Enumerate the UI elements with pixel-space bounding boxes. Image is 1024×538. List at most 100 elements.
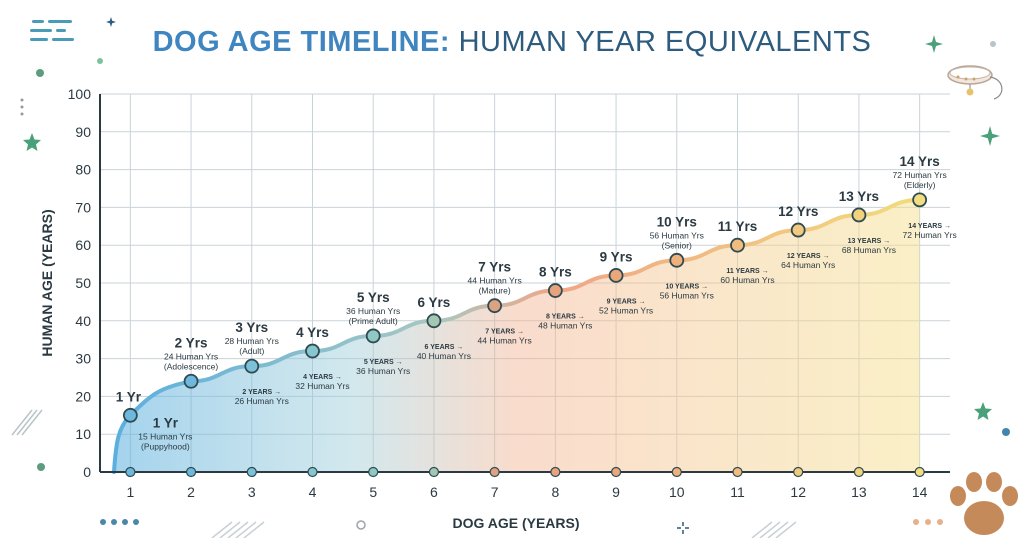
y-tick-label: 10 <box>75 426 91 442</box>
point-detail-label: (Adult) <box>239 346 264 356</box>
data-point <box>487 298 503 314</box>
x-tick-label: 14 <box>912 484 928 500</box>
sparkle-icon <box>677 522 689 534</box>
point-detail-label: 28 Human Yrs <box>225 336 279 346</box>
decor-dot <box>990 41 996 47</box>
point-title-label: 12 Yrs <box>778 204 818 219</box>
x-tick-label: 4 <box>309 484 317 500</box>
point-detail-label: 72 Human Yrs <box>893 170 947 180</box>
baseline-marker <box>914 466 925 478</box>
point-below-label: 6 YEARS → <box>425 344 464 351</box>
point-annotation-title: 1 Yr <box>153 415 179 430</box>
baseline-marker <box>307 466 318 478</box>
sparkle-icon <box>925 35 943 53</box>
point-below-label: 14 YEARS → <box>908 223 951 230</box>
point-detail-label: (Elderly) <box>904 180 936 190</box>
sparkle-icon <box>106 17 116 27</box>
decor-dot <box>97 58 103 64</box>
point-below-detail: 32 Human Yrs <box>295 381 349 391</box>
baseline-marker <box>428 466 440 478</box>
chart-title-part2: HUMAN YEAR EQUIVALENTS <box>458 26 872 58</box>
data-point <box>730 237 745 253</box>
point-below-label: 9 YEARS → <box>607 298 646 305</box>
point-below-detail: 68 Human Yrs <box>842 245 896 255</box>
x-tick-label: 6 <box>430 484 438 500</box>
x-tick-label: 9 <box>612 484 620 500</box>
point-title-label: 7 Yrs <box>478 260 511 275</box>
y-tick-label: 90 <box>75 124 91 140</box>
star-icon <box>974 402 992 420</box>
baseline-marker <box>550 466 561 478</box>
point-annotation-detail: 15 Human Yrs <box>138 431 192 441</box>
data-point <box>305 343 320 359</box>
y-tick-label: 70 <box>75 199 91 215</box>
point-below-label: 7 YEARS → <box>485 329 524 336</box>
decor-dashes-topleft <box>30 20 74 41</box>
x-tick-label: 5 <box>369 484 377 500</box>
x-axis-label: DOG AGE (YEARS) <box>452 515 579 531</box>
point-below-label: 5 YEARS → <box>364 359 403 366</box>
area-fill <box>114 199 920 472</box>
x-tick-label: 12 <box>790 484 806 500</box>
x-tick-label: 7 <box>491 484 499 500</box>
point-below-label: 12 YEARS → <box>787 253 830 260</box>
x-tick-label: 13 <box>851 484 867 500</box>
dog-collar-icon <box>947 65 1003 100</box>
point-below-detail: 56 Human Yrs <box>660 290 714 300</box>
point-below-label: 13 YEARS → <box>848 238 891 245</box>
point-title-label: 5 Yrs <box>357 290 390 305</box>
point-title-label: 6 Yrs <box>418 295 451 310</box>
point-title-label: 13 Yrs <box>839 189 879 204</box>
point-detail-label: 44 Human Yrs <box>468 276 522 286</box>
point-below-label: 10 YEARS → <box>665 283 708 290</box>
point-below-detail: 40 Human Yrs <box>417 351 471 361</box>
point-detail-label: (Prime Adult) <box>349 316 398 326</box>
point-below-label: 4 YEARS → <box>303 374 342 381</box>
point-title-label: 2 Yrs <box>175 335 208 350</box>
point-below-detail: 36 Human Yrs <box>356 366 410 376</box>
data-point <box>608 268 624 283</box>
point-detail-label: 36 Human Yrs <box>346 306 400 316</box>
point-below-label: 2 YEARS → <box>242 389 281 396</box>
data-point <box>183 373 199 389</box>
x-tick-label: 2 <box>187 484 195 500</box>
decor-dots-bottom <box>100 519 139 525</box>
baseline-markers <box>125 466 925 478</box>
x-tick-label: 3 <box>248 484 256 500</box>
point-title-label: 14 Yrs <box>899 154 939 169</box>
x-tick-label: 11 <box>730 484 745 500</box>
point-below-detail: 64 Human Yrs <box>781 260 835 270</box>
point-detail-label: (Adolescence) <box>164 361 219 371</box>
star-icon <box>23 133 41 151</box>
point-detail-label: 56 Human Yrs <box>650 230 704 240</box>
data-point <box>426 313 442 329</box>
data-point <box>669 252 685 268</box>
x-tick-label: 8 <box>551 484 559 500</box>
point-below-detail: 60 Human Yrs <box>720 275 774 285</box>
decor-dot <box>37 463 45 471</box>
point-detail-label: (Mature) <box>479 286 511 296</box>
y-axis-label: HUMAN AGE (YEARS) <box>39 209 55 356</box>
baseline-marker <box>185 466 197 478</box>
y-tick-label: 0 <box>83 464 91 480</box>
data-point <box>244 358 260 374</box>
point-title-label: 3 Yrs <box>235 320 268 335</box>
axes <box>99 94 950 473</box>
y-tick-label: 80 <box>75 162 91 178</box>
data-points <box>122 192 928 423</box>
point-below-detail: 72 Human Yrs <box>903 230 957 240</box>
point-title-label: 10 Yrs <box>657 214 697 229</box>
data-point <box>547 283 563 298</box>
data-point <box>122 407 138 423</box>
point-below-detail: 44 Human Yrs <box>478 336 532 346</box>
baseline-marker <box>853 466 865 478</box>
point-below-label: 8 YEARS → <box>546 314 585 321</box>
baseline-marker <box>368 466 379 478</box>
point-annotation-detail: (Puppyhood) <box>141 441 190 451</box>
point-detail-label: 24 Human Yrs <box>164 351 218 361</box>
decor-dot <box>1002 428 1010 436</box>
baseline-marker <box>125 466 136 478</box>
